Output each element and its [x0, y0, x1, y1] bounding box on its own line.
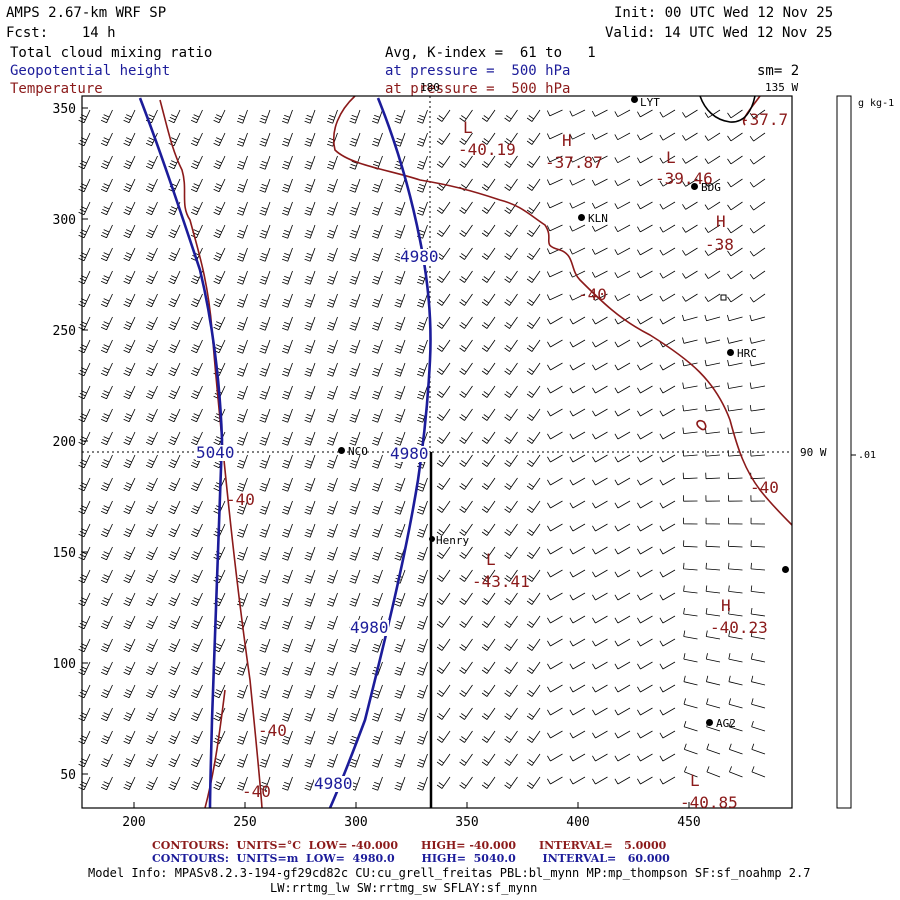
pressure-temperature-label: at pressure = 500 hPa [385, 81, 571, 97]
temp-label: -37.7 [740, 110, 789, 129]
x-tick-label: 400 [566, 815, 589, 830]
x-tick-label: 250 [233, 815, 256, 830]
x-tick-label: 350 [455, 815, 478, 830]
valid-time: Valid: 14 UTC Wed 12 Nov 25 [605, 25, 833, 41]
y-tick-label: 350 [53, 102, 76, 117]
pressure-height-label: at pressure = 500 hPa [385, 63, 571, 79]
avg-k-index: Avg, K-index = 61 to 1 [385, 45, 596, 61]
temperature-contour [696, 419, 707, 431]
station-marker-ag2 [706, 719, 713, 726]
smoothing-label: sm= 2 [757, 63, 800, 79]
colorbar-tick-label: .01 [858, 450, 877, 461]
station-label-hrc: HRC [737, 347, 757, 360]
footer-model-info: Model Info: MPASv8.2.3-194-gf29cd82c CU:… [88, 866, 811, 880]
footer-temperature-contours: CONTOURS: UNITS=°C LOW= -40.000 HIGH= -4… [152, 839, 667, 852]
station-marker-hrc [727, 349, 734, 356]
y-tick-label: 100 [53, 657, 76, 672]
x-tick-label: 300 [344, 815, 367, 830]
meridian-135w-label: 135 W [765, 81, 799, 94]
y-tick-label: 50 [60, 768, 76, 783]
height-label: 4980 [350, 618, 389, 637]
temp-label: -38 [705, 235, 734, 254]
temp-label: -40.85 [680, 793, 738, 812]
temp-label: -39.46 [655, 169, 713, 188]
temperature-contour [204, 689, 226, 809]
height-contour [138, 97, 224, 809]
x-axis: 200 250 300 350 400 450 [122, 802, 701, 830]
init-time: Init: 00 UTC Wed 12 Nov 25 [614, 5, 834, 21]
station-marker-edge [782, 566, 789, 573]
station-marker-henry [429, 536, 435, 542]
y-tick-label: 150 [53, 546, 76, 561]
plot-frame [81, 95, 793, 809]
height-label: 4980 [400, 247, 439, 266]
extremum-low: L [690, 771, 700, 790]
temperature-contour [333, 95, 793, 526]
station-label-lyt: LYT [640, 96, 660, 109]
field-cloud-label: Total cloud mixing ratio [10, 45, 213, 61]
colorbar [836, 95, 852, 809]
temp-label: -40.23 [710, 618, 768, 637]
temperature-contours [159, 95, 793, 809]
temp-label: -40.19 [458, 140, 516, 159]
temp-label: -40 [750, 478, 779, 497]
wind-barbs [78, 109, 766, 791]
temperature-contour [159, 99, 263, 809]
station-label-kln: KLN [588, 212, 608, 225]
y-tick-label: 200 [53, 435, 76, 450]
station-marker-kln [578, 214, 585, 221]
height-contours [138, 97, 432, 809]
field-height-label: Geopotential height [10, 63, 171, 79]
x-tick-label: 450 [677, 815, 700, 830]
temp-label: -40 [258, 721, 287, 740]
height-contour [328, 97, 432, 809]
colorbar-units: g kg-1 [858, 98, 895, 109]
y-axis: 50 100 150 200 250 300 350 [53, 102, 88, 783]
footer-height-contours: CONTOURS: UNITS=m LOW= 4980.0 HIGH= 5040… [152, 852, 670, 865]
height-label: 5040 [196, 443, 235, 462]
temp-label: -40 [578, 285, 607, 304]
temp-label: -40 [226, 490, 255, 509]
extremum-low: L [666, 148, 676, 167]
station-marker-lyt [631, 96, 638, 103]
cloud-marker [720, 294, 727, 301]
model-title: AMPS 2.67-km WRF SP [6, 5, 167, 21]
station-marker-bdg [691, 183, 698, 190]
station-label-ag2: AG2 [716, 717, 736, 730]
station-label-henry: Henry [436, 534, 470, 547]
meridian-180-label: 180 [420, 81, 440, 94]
extremum-high: H [716, 212, 726, 231]
y-tick-label: 300 [53, 213, 76, 228]
x-tick-label: 200 [122, 815, 145, 830]
extremum-high: H [721, 596, 731, 615]
footer-model-info-2: LW:rrtmg_lw SW:rrtmg_sw SFLAY:sf_mynn [270, 881, 538, 895]
extremum-low: L [463, 118, 473, 137]
y-tick-label: 250 [53, 324, 76, 339]
cloud-contour [699, 95, 756, 123]
extremum-high: H [562, 131, 572, 150]
temp-label: -40 [242, 782, 271, 801]
field-temperature-label: Temperature [10, 81, 103, 97]
station-label-bdg: BDG [701, 181, 721, 194]
wind-barb-field [78, 109, 766, 791]
extremum-low: L [486, 550, 496, 569]
height-label: 4980 [314, 774, 353, 793]
temp-label: -37.87 [545, 153, 603, 172]
height-label: 4980 [390, 444, 429, 463]
station-marker-nco [338, 447, 345, 454]
meridian-90w-label: 90 W [800, 446, 827, 459]
station-label-nco: NCO [348, 445, 368, 458]
temp-label: -43.41 [472, 572, 530, 591]
forecast-hour: Fcst: 14 h [6, 25, 116, 41]
